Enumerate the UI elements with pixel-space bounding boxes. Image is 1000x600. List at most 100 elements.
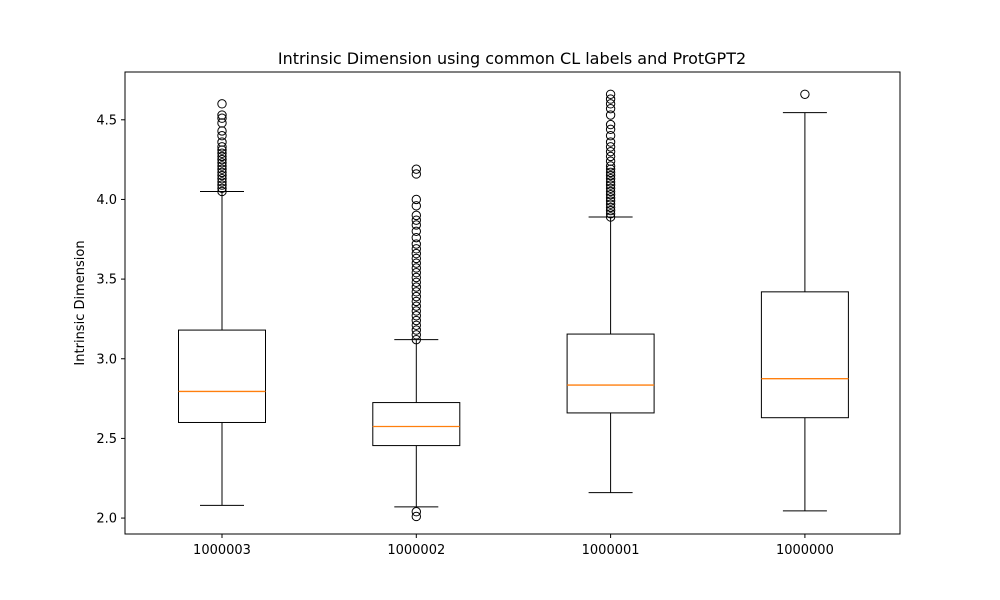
flier-point xyxy=(411,511,421,522)
plot-area xyxy=(178,89,849,522)
flier-point xyxy=(411,226,421,237)
flier-point xyxy=(411,201,421,211)
flier-point xyxy=(411,272,421,283)
flier-point xyxy=(411,325,421,335)
flier-point xyxy=(217,180,227,190)
flier-point xyxy=(411,311,421,321)
axes-frame xyxy=(124,71,901,535)
flier-point xyxy=(605,199,616,209)
flier-point xyxy=(605,209,616,219)
flier-point xyxy=(605,146,616,157)
flier-point xyxy=(217,137,227,147)
flier-point xyxy=(800,89,810,100)
flier-point xyxy=(411,330,421,340)
flier-point xyxy=(217,154,227,165)
flier-point xyxy=(411,220,421,230)
flier-point xyxy=(217,151,227,162)
flier-point xyxy=(605,167,616,178)
flier-point xyxy=(217,170,227,181)
flier-point xyxy=(605,156,616,166)
flier-point xyxy=(411,244,421,254)
y-axis: 2.0 2.5 3.0 3.5 4.0 4.5 xyxy=(96,113,125,527)
flier-point xyxy=(217,113,227,123)
flier-point xyxy=(411,277,421,287)
x-tick-label: 1000000 xyxy=(776,543,834,558)
flier-point xyxy=(411,320,421,331)
flier-point xyxy=(411,334,421,345)
flier-point xyxy=(605,131,616,141)
y-tick-label: 2.0 xyxy=(96,512,117,527)
flier-point xyxy=(411,248,421,259)
y-axis-label: Intrinsic Dimension xyxy=(73,240,88,365)
flier-point xyxy=(605,202,616,213)
flier-point xyxy=(411,291,421,302)
flier-point xyxy=(605,180,616,190)
flier-point xyxy=(217,158,227,168)
flier-point xyxy=(217,174,227,184)
flier-point xyxy=(217,99,227,109)
flier-point xyxy=(605,183,616,193)
flier-point xyxy=(411,315,421,326)
flier-point xyxy=(605,212,616,222)
flier-point xyxy=(217,186,227,197)
flier-point xyxy=(605,89,616,100)
flier-point xyxy=(605,186,616,197)
y-tick-label: 4.5 xyxy=(96,113,117,128)
flier-point xyxy=(411,164,421,174)
flier-point xyxy=(605,189,616,200)
flier-point xyxy=(217,177,227,187)
flier-point xyxy=(217,164,227,174)
box-group xyxy=(760,89,849,512)
flier-point xyxy=(605,142,616,152)
flier-point xyxy=(217,110,227,120)
flier-point xyxy=(411,268,421,278)
flier-point xyxy=(605,137,616,147)
box-group xyxy=(372,164,461,522)
flier-point xyxy=(411,506,421,517)
flier-point xyxy=(605,110,616,120)
flier-point xyxy=(411,306,421,316)
y-tick-label: 4.0 xyxy=(96,193,117,208)
flier-point xyxy=(605,170,616,181)
box-group xyxy=(178,99,266,506)
box-iqr xyxy=(372,402,461,447)
flier-point xyxy=(605,174,616,184)
flier-point xyxy=(605,94,616,104)
flier-point xyxy=(217,148,227,158)
flier-point xyxy=(411,232,421,243)
x-tick-label: 1000003 xyxy=(193,543,251,558)
box-iqr xyxy=(760,291,849,419)
box-iqr xyxy=(566,333,655,414)
x-axis: 1000003 1000002 1000001 1000000 xyxy=(193,534,834,558)
flier-point xyxy=(605,119,616,130)
flier-point xyxy=(411,194,421,205)
y-tick-label: 3.0 xyxy=(96,352,117,367)
flier-point xyxy=(605,193,616,203)
flier-point xyxy=(605,177,616,187)
flier-point xyxy=(411,215,421,225)
flier-point xyxy=(605,103,616,114)
flier-point xyxy=(411,287,421,297)
flier-point xyxy=(411,258,421,268)
flier-point xyxy=(605,99,616,109)
flier-point xyxy=(605,205,616,216)
flier-point xyxy=(605,196,616,206)
flier-point xyxy=(217,183,227,193)
chart-title: Intrinsic Dimension using common CL labe… xyxy=(278,49,746,68)
flier-point xyxy=(605,124,616,135)
flier-point xyxy=(605,151,616,162)
flier-point xyxy=(411,239,421,249)
flier-point xyxy=(217,142,227,152)
flier-point xyxy=(217,131,227,141)
flier-point xyxy=(217,161,227,171)
flier-point xyxy=(605,161,616,171)
flier-point xyxy=(411,296,421,307)
y-tick-label: 3.5 xyxy=(96,273,117,288)
box-iqr xyxy=(178,329,266,423)
y-tick-label: 2.5 xyxy=(96,432,117,447)
flier-point xyxy=(411,263,421,273)
x-tick-label: 1000001 xyxy=(582,543,640,558)
